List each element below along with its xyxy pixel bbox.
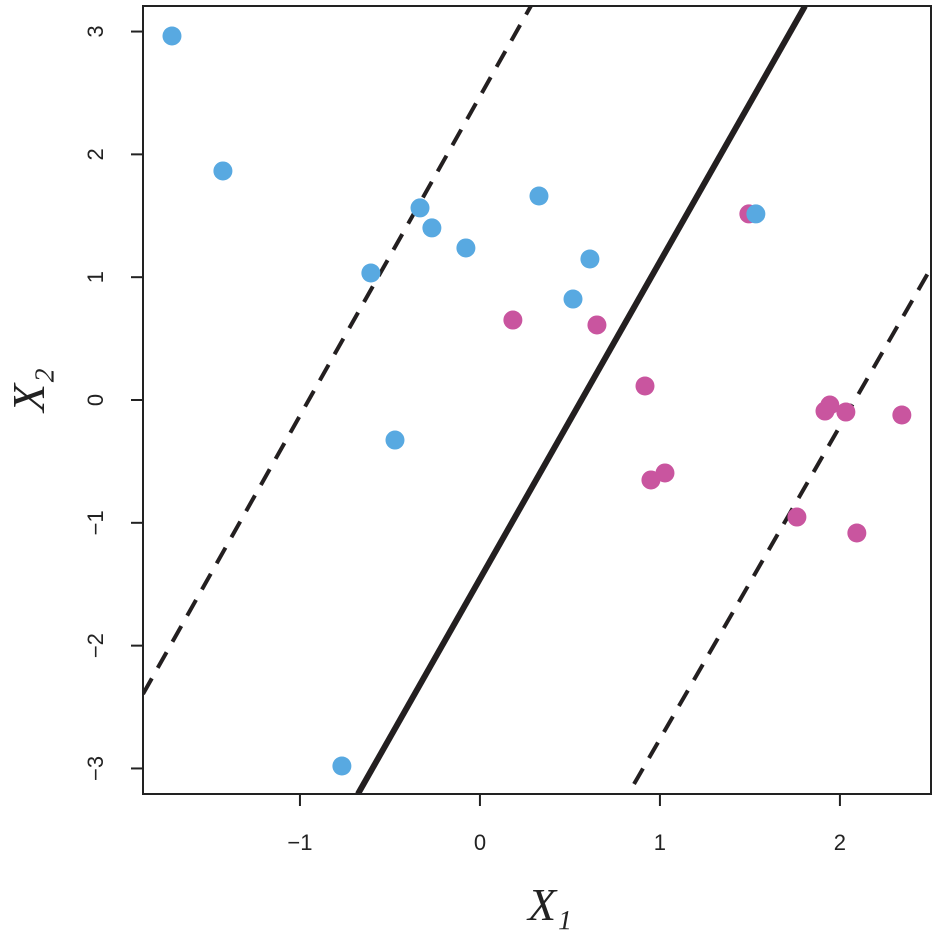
point	[332, 756, 352, 776]
point	[213, 161, 233, 181]
x-tick-label: −1	[287, 830, 312, 855]
point	[529, 186, 549, 206]
point	[456, 238, 476, 258]
point	[836, 402, 856, 422]
y-tick-label: −2	[83, 633, 108, 658]
y-tick-label: −3	[83, 756, 108, 781]
point	[820, 395, 840, 415]
solid-line	[355, 6, 808, 794]
y-tick-label: 2	[83, 148, 108, 160]
point	[503, 310, 523, 330]
plot-lines	[143, 6, 931, 794]
plot-frame	[142, 5, 932, 795]
point	[746, 204, 766, 224]
dashed-line	[632, 266, 931, 786]
point	[655, 463, 675, 483]
point	[422, 218, 442, 238]
point	[635, 376, 655, 396]
point	[641, 470, 661, 490]
y-tick-label: 3	[83, 25, 108, 37]
dashed-line	[143, 6, 533, 696]
point	[892, 405, 912, 425]
point	[361, 263, 381, 283]
point	[385, 430, 405, 450]
x-tick-label: 1	[654, 830, 666, 855]
point	[410, 198, 430, 218]
points	[162, 26, 912, 776]
point	[587, 315, 607, 335]
y-tick-label: −1	[83, 510, 108, 535]
point	[847, 523, 867, 543]
point	[787, 507, 807, 527]
point	[162, 26, 182, 46]
x-axis-label: X₁	[526, 879, 572, 930]
y-tick-label: 1	[83, 271, 108, 283]
x-tick-label: 2	[834, 830, 846, 855]
point	[563, 289, 583, 309]
x-tick-label: 0	[474, 830, 486, 855]
y-tick-label: 0	[83, 394, 108, 406]
point	[580, 249, 600, 269]
y-axis-label: X₂	[3, 368, 54, 414]
